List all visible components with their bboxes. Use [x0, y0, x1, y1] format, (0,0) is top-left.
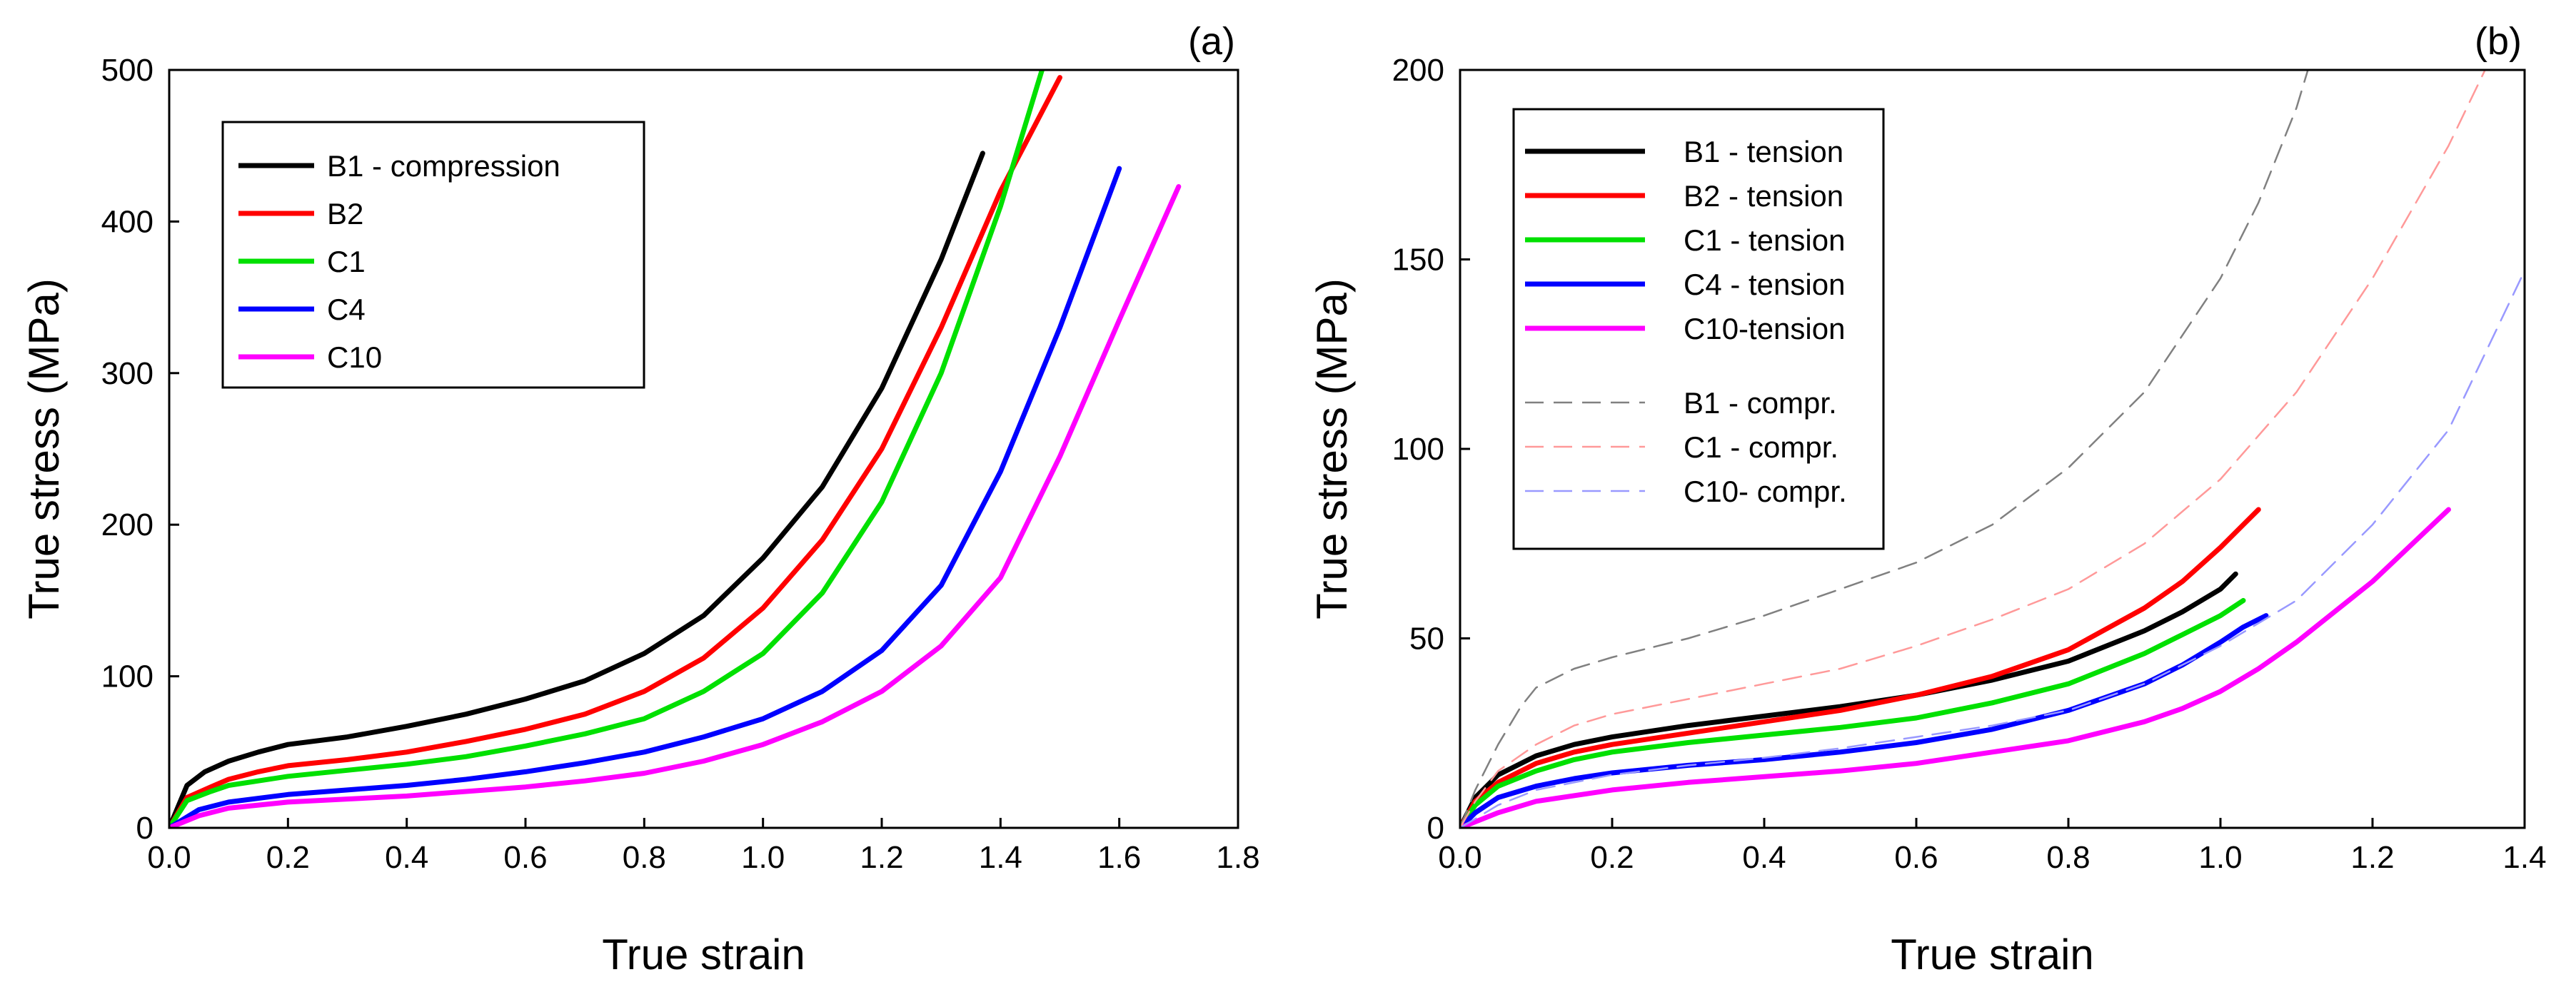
x-axis-title: True strain [602, 931, 805, 978]
legend-label: B1 - compr. [1684, 386, 1837, 420]
x-tick-label: 0.2 [266, 840, 310, 875]
series-line-b2 [169, 75, 1062, 828]
series-line-c4 [169, 166, 1122, 828]
series-line-c1 [169, 70, 1045, 828]
x-tick-label: 1.4 [2502, 840, 2546, 875]
y-tick-label: 300 [101, 356, 154, 391]
series-line-c1-tension [1460, 597, 2246, 828]
panel-label: (b) [2475, 20, 2522, 63]
series-line-c10 [169, 184, 1182, 828]
chart-panel-b: 0.0 0.2 0.4 0.6 0.8 1.0 1.2 1.4 0 50 100 150 200 True… [1308, 20, 2547, 978]
y-tick-label: 400 [101, 204, 154, 239]
series-group [169, 70, 1182, 828]
series-line-c10-tension [1460, 507, 2451, 828]
legend-label: B1 - tension [1684, 135, 1843, 168]
x-tick-label: 0.4 [1742, 840, 1786, 875]
y-tick-label: 200 [1392, 53, 1444, 88]
legend-label: B2 - tension [1684, 179, 1843, 213]
series-group [1460, 70, 2525, 828]
panel-label: (a) [1188, 20, 1235, 63]
x-tick-label: 0.2 [1590, 840, 1634, 875]
legend-label: B1 - compression [327, 149, 560, 183]
y-tick-label: 200 [101, 507, 154, 542]
x-tick-label: 1.4 [979, 840, 1022, 875]
y-tick-label: 0 [1427, 811, 1444, 846]
legend-label: B2 [327, 197, 363, 231]
legend-label: C10- compr. [1684, 475, 1847, 508]
x-tick-label: 1.0 [741, 840, 785, 875]
y-axis-title: True stress (MPa) [1308, 278, 1356, 619]
x-axis-title: True strain [1891, 931, 2094, 978]
x-tick-label: 1.0 [2198, 840, 2242, 875]
legend-box [221, 121, 645, 389]
legend-label: C4 - tension [1684, 268, 1845, 301]
legend-label: C4 [327, 293, 366, 326]
y-tick-label: 50 [1409, 622, 1444, 657]
x-tick-label: 0.4 [385, 840, 428, 875]
y-tick-label: 500 [101, 53, 154, 88]
series-line-b1-compression [169, 151, 985, 828]
x-tick-label: 0.8 [623, 840, 666, 875]
y-axis-title: True stress (MPa) [20, 278, 68, 619]
y-tick-label: 0 [136, 811, 154, 846]
x-tick-label: 1.8 [1216, 840, 1259, 875]
legend-label: C1 - tension [1684, 223, 1845, 257]
x-tick-label: 0.6 [1894, 840, 1938, 875]
legend-label: C1 - compr. [1684, 430, 1838, 464]
y-tick-label: 100 [1392, 432, 1444, 467]
legend-label: C10-tension [1684, 312, 1845, 345]
plot-frame [168, 69, 1239, 829]
x-tick-label: 0.8 [2046, 840, 2090, 875]
series-line-c1-compr- [1460, 70, 2487, 828]
series-line-b1-compr- [1460, 70, 2309, 828]
x-tick-label: 0.0 [147, 840, 191, 875]
x-tick-label: 0.0 [1438, 840, 1481, 875]
legend-label: C1 [327, 245, 366, 278]
legend-label: C10 [327, 340, 382, 374]
chart-panel-a: 0.0 0.2 0.4 0.6 0.8 1.0 1.2 1.4 1.6 1.8 0 100 200 300… [20, 20, 1260, 978]
y-tick-label: 150 [1392, 243, 1444, 278]
x-tick-label: 1.2 [860, 840, 903, 875]
series-line-b1-tension [1460, 571, 2238, 828]
series-line-c10-compr- [1460, 270, 2525, 828]
x-tick-label: 1.2 [2350, 840, 2394, 875]
series-line-b2-tension [1460, 507, 2261, 828]
y-tick-label: 100 [101, 659, 154, 694]
series-line-c4-tension [1460, 613, 2269, 828]
x-tick-label: 1.6 [1097, 840, 1141, 875]
x-tick-label: 0.6 [503, 840, 547, 875]
